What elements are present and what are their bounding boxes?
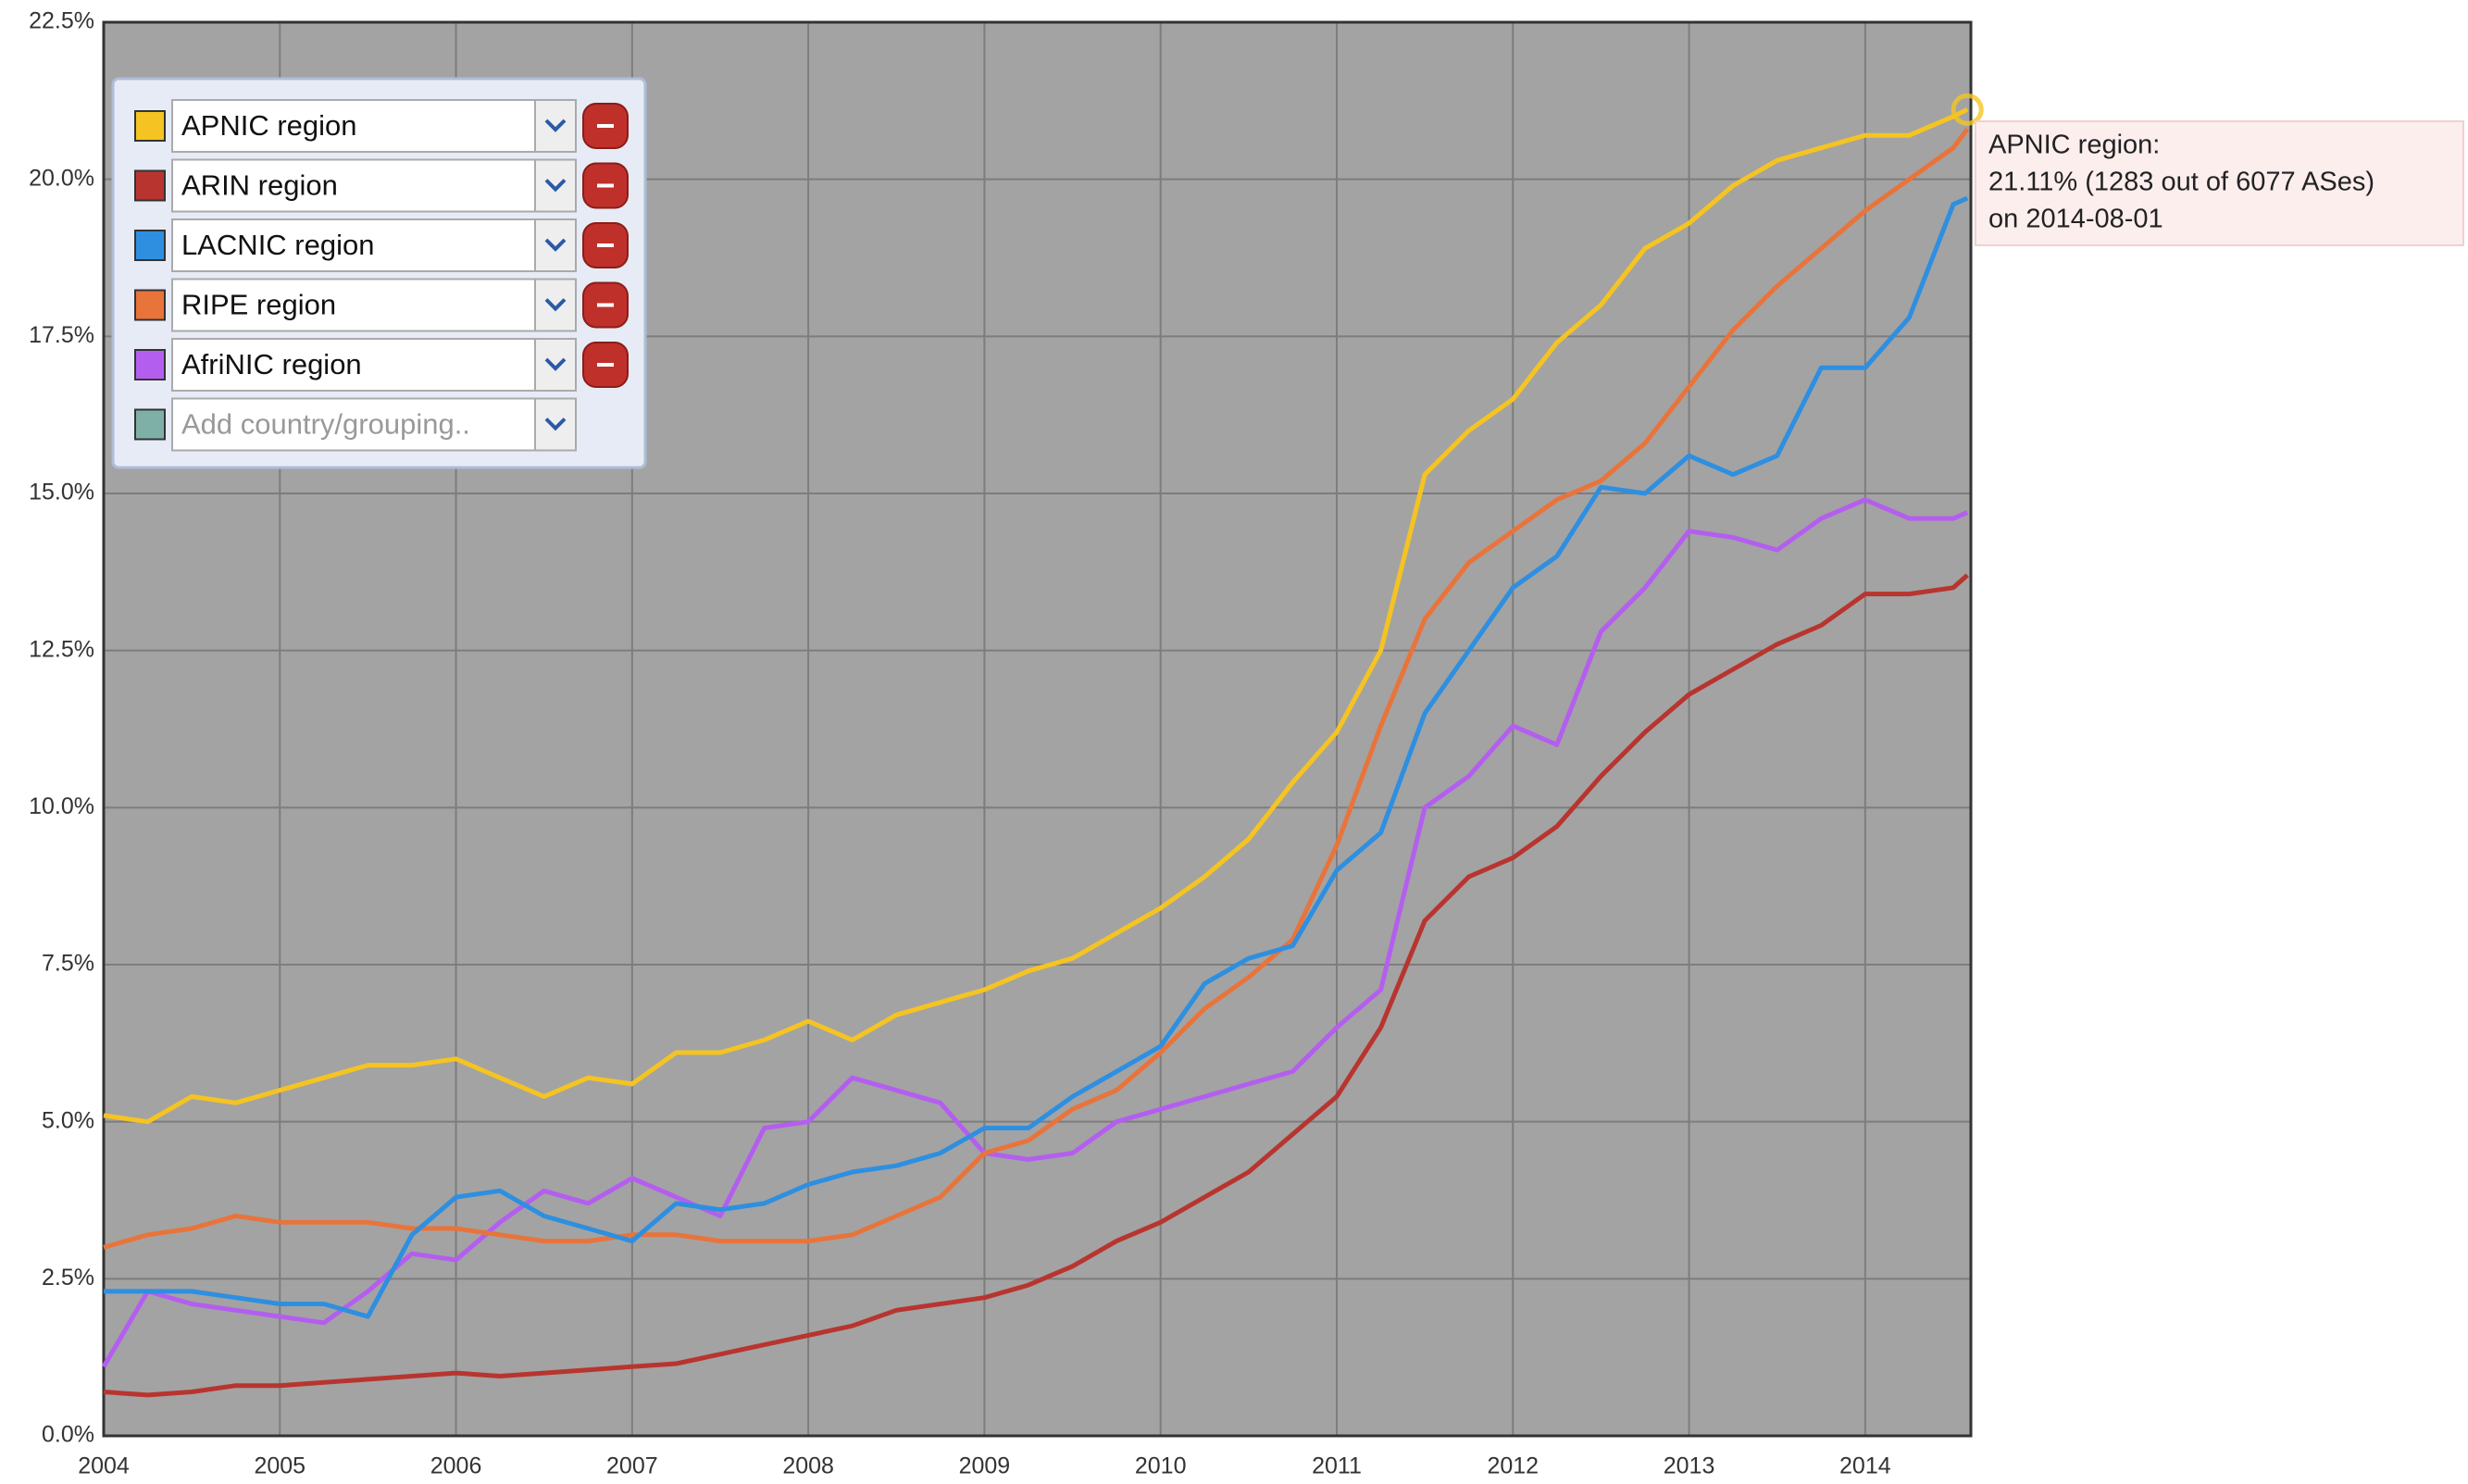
legend-swatch — [134, 230, 166, 261]
series-line — [101, 497, 1969, 1368]
legend-swatch — [134, 169, 166, 202]
legend-swatch — [134, 349, 166, 380]
x-tick-label: 2011 — [1312, 1453, 1362, 1479]
dropdown-button[interactable] — [534, 99, 577, 153]
x-tick-label: 2004 — [78, 1453, 130, 1479]
x-tick-label: 2006 — [430, 1453, 482, 1479]
dropdown-arrow — [544, 298, 567, 312]
highlight-point — [1951, 93, 1984, 126]
y-tick-label: 7.5% — [42, 951, 94, 977]
dropdown-arrow — [544, 179, 567, 193]
legend: APNIC region ARIN region LACNIC region RIPE… — [111, 77, 647, 469]
legend-label: APNIC region — [181, 109, 357, 142]
series-line — [104, 195, 1969, 1319]
dropdown-button[interactable] — [534, 278, 577, 332]
dropdown-arrow — [544, 418, 567, 431]
y-tick-label: 10.0% — [29, 793, 94, 819]
dropdown[interactable] — [171, 158, 577, 213]
dropdown-button[interactable] — [534, 158, 577, 213]
x-tick-label: 2009 — [959, 1453, 1011, 1479]
legend-label: ARIN region — [181, 169, 338, 202]
x-tick-label: 2005 — [254, 1453, 305, 1479]
legend-swatch — [134, 408, 166, 441]
x-tick-label: 2012 — [1487, 1453, 1539, 1479]
x-tick-label: 2008 — [782, 1453, 834, 1479]
dropdown-button[interactable] — [534, 397, 577, 452]
dropdown-arrow — [544, 118, 567, 132]
tooltip-text: APNIC region: — [1988, 131, 2160, 160]
dropdown[interactable] — [171, 397, 577, 452]
legend-label: Add country/grouping.. — [181, 408, 470, 441]
x-tick-label: 2010 — [1135, 1453, 1187, 1479]
y-tick-label: 15.0% — [29, 480, 94, 505]
plot-border — [102, 20, 1973, 1438]
legend-label: AfriNIC region — [181, 348, 362, 380]
series-line — [103, 107, 1969, 1125]
y-tick-label: 12.5% — [29, 636, 94, 662]
tooltip-text: 21.11% (1283 out of 6077 ASes) — [1988, 168, 2375, 197]
x-tick-label: 2013 — [1664, 1453, 1715, 1479]
y-tick-label: 22.5% — [29, 8, 94, 34]
y-tick-label: 0.0% — [42, 1422, 94, 1448]
y-tick-label: 17.5% — [29, 322, 94, 348]
tooltip-box — [1975, 120, 2464, 246]
dropdown-button[interactable] — [534, 218, 577, 272]
legend-swatch — [134, 110, 166, 142]
x-tick-label: 2007 — [606, 1453, 658, 1479]
dropdown-arrow — [544, 357, 567, 371]
dropdown-arrow — [544, 238, 567, 252]
legend-swatch — [134, 289, 166, 321]
dropdown-button[interactable] — [534, 338, 577, 392]
x-tick-label: 2014 — [1839, 1453, 1891, 1479]
legend-label: LACNIC region — [181, 229, 374, 261]
legend-label: RIPE region — [181, 289, 336, 321]
dropdown[interactable] — [171, 338, 577, 392]
tooltip-text: on 2014-08-01 — [1988, 205, 2163, 234]
dropdown[interactable] — [171, 218, 577, 272]
dropdown[interactable] — [171, 99, 577, 153]
y-tick-label: 5.0% — [42, 1107, 94, 1133]
y-tick-label: 2.5% — [42, 1265, 94, 1291]
series-line — [103, 573, 1969, 1398]
y-tick-label: 20.0% — [29, 165, 94, 191]
dropdown[interactable] — [171, 278, 577, 332]
